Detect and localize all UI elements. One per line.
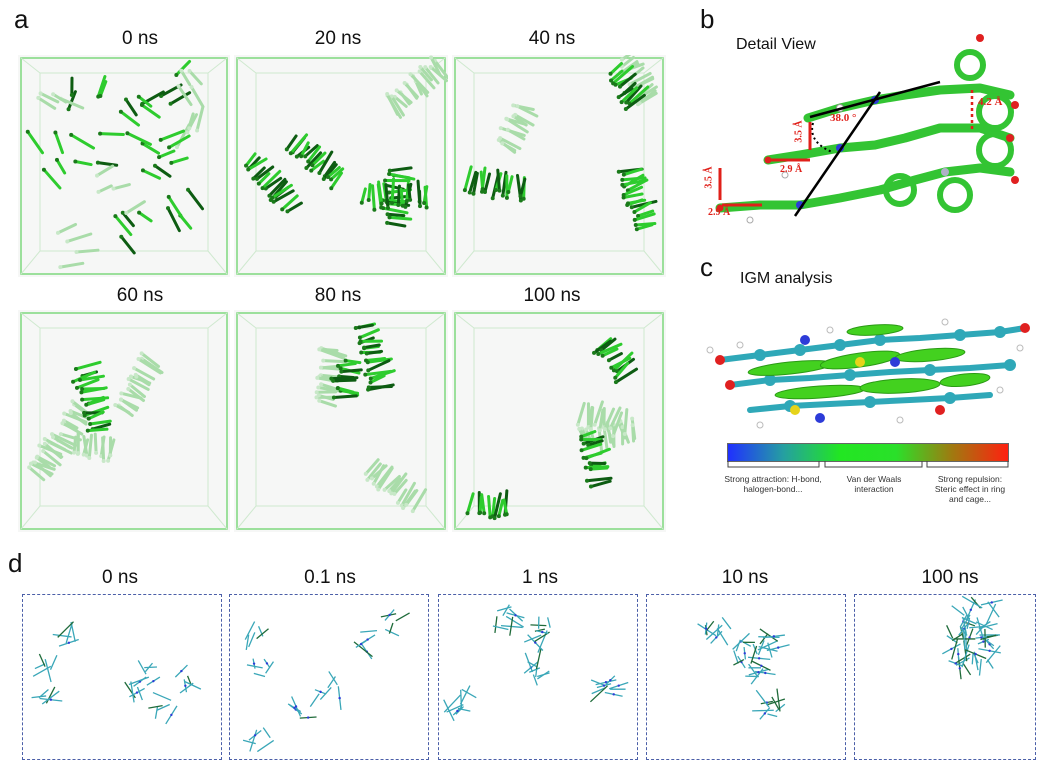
- panel-d-time-0: 0 ns: [102, 567, 138, 588]
- md-snapshot-80ns: [234, 310, 448, 532]
- cg-snapshot-0ns: [22, 594, 222, 760]
- panel-a-letter: a: [14, 4, 29, 34]
- igm-colorbar: [727, 443, 1009, 462]
- angle-label: 38.0 °: [830, 112, 857, 124]
- md-snapshot-40ns: [452, 55, 666, 277]
- detail-view-molecule: [715, 34, 1019, 224]
- panel-a-time-100: 100 ns: [523, 285, 581, 306]
- md-snapshot-0ns: [18, 55, 230, 277]
- panel-d-time-10: 10 ns: [721, 567, 769, 588]
- panel-a-time-80: 80 ns: [314, 285, 362, 306]
- panel-a-time-40: 40 ns: [528, 28, 576, 49]
- distance-v1-label: 3.5 Å: [793, 120, 805, 143]
- md-snapshot-100ns: [452, 310, 666, 532]
- panel-b-letter: b: [700, 4, 715, 34]
- distance-h1-label: 2.9 Å: [780, 164, 803, 175]
- distance-top-label: 4.2 Å: [978, 96, 1003, 108]
- panel-a-time-60: 60 ns: [116, 285, 164, 306]
- distance-v2-label: 3.5 Å: [703, 166, 715, 189]
- panel-d-time-1: 1 ns: [522, 567, 558, 588]
- cg-snapshot-10ns: [646, 594, 846, 760]
- md-snapshot-20ns: [234, 55, 448, 277]
- panel-d-time-0.1: 0.1 ns: [304, 567, 356, 588]
- plane-line-diag: [793, 91, 882, 217]
- distance-h2-label: 2.9 Å: [708, 207, 731, 218]
- panel-a-time-20: 20 ns: [314, 28, 362, 49]
- cg-snapshot-100ns: [854, 594, 1036, 760]
- igm-isosurface: [706, 318, 1030, 429]
- colorbar-repulsion-label: Strong repulsion: Steric effect in ring …: [934, 474, 1006, 504]
- panel-d-time-100: 100 ns: [921, 567, 979, 588]
- cg-snapshot-0.1ns: [229, 594, 429, 760]
- panel-d-letter: d: [8, 548, 23, 578]
- md-snapshot-60ns: [18, 310, 230, 532]
- colorbar-brackets: [727, 461, 1009, 468]
- colorbar-attraction-label: Strong attraction: H-bond, halogen-bond.…: [724, 474, 822, 494]
- panel-c-title: IGM analysis: [740, 270, 833, 287]
- stacked-molecules: [715, 34, 1019, 224]
- panel-a-time-0: 0 ns: [122, 28, 158, 49]
- colorbar-vdw-label: Van der Waals interaction: [846, 474, 902, 494]
- cg-snapshot-1ns: [438, 594, 638, 760]
- panel-c-letter: c: [700, 252, 713, 282]
- panel-b-title: Detail View: [736, 36, 816, 53]
